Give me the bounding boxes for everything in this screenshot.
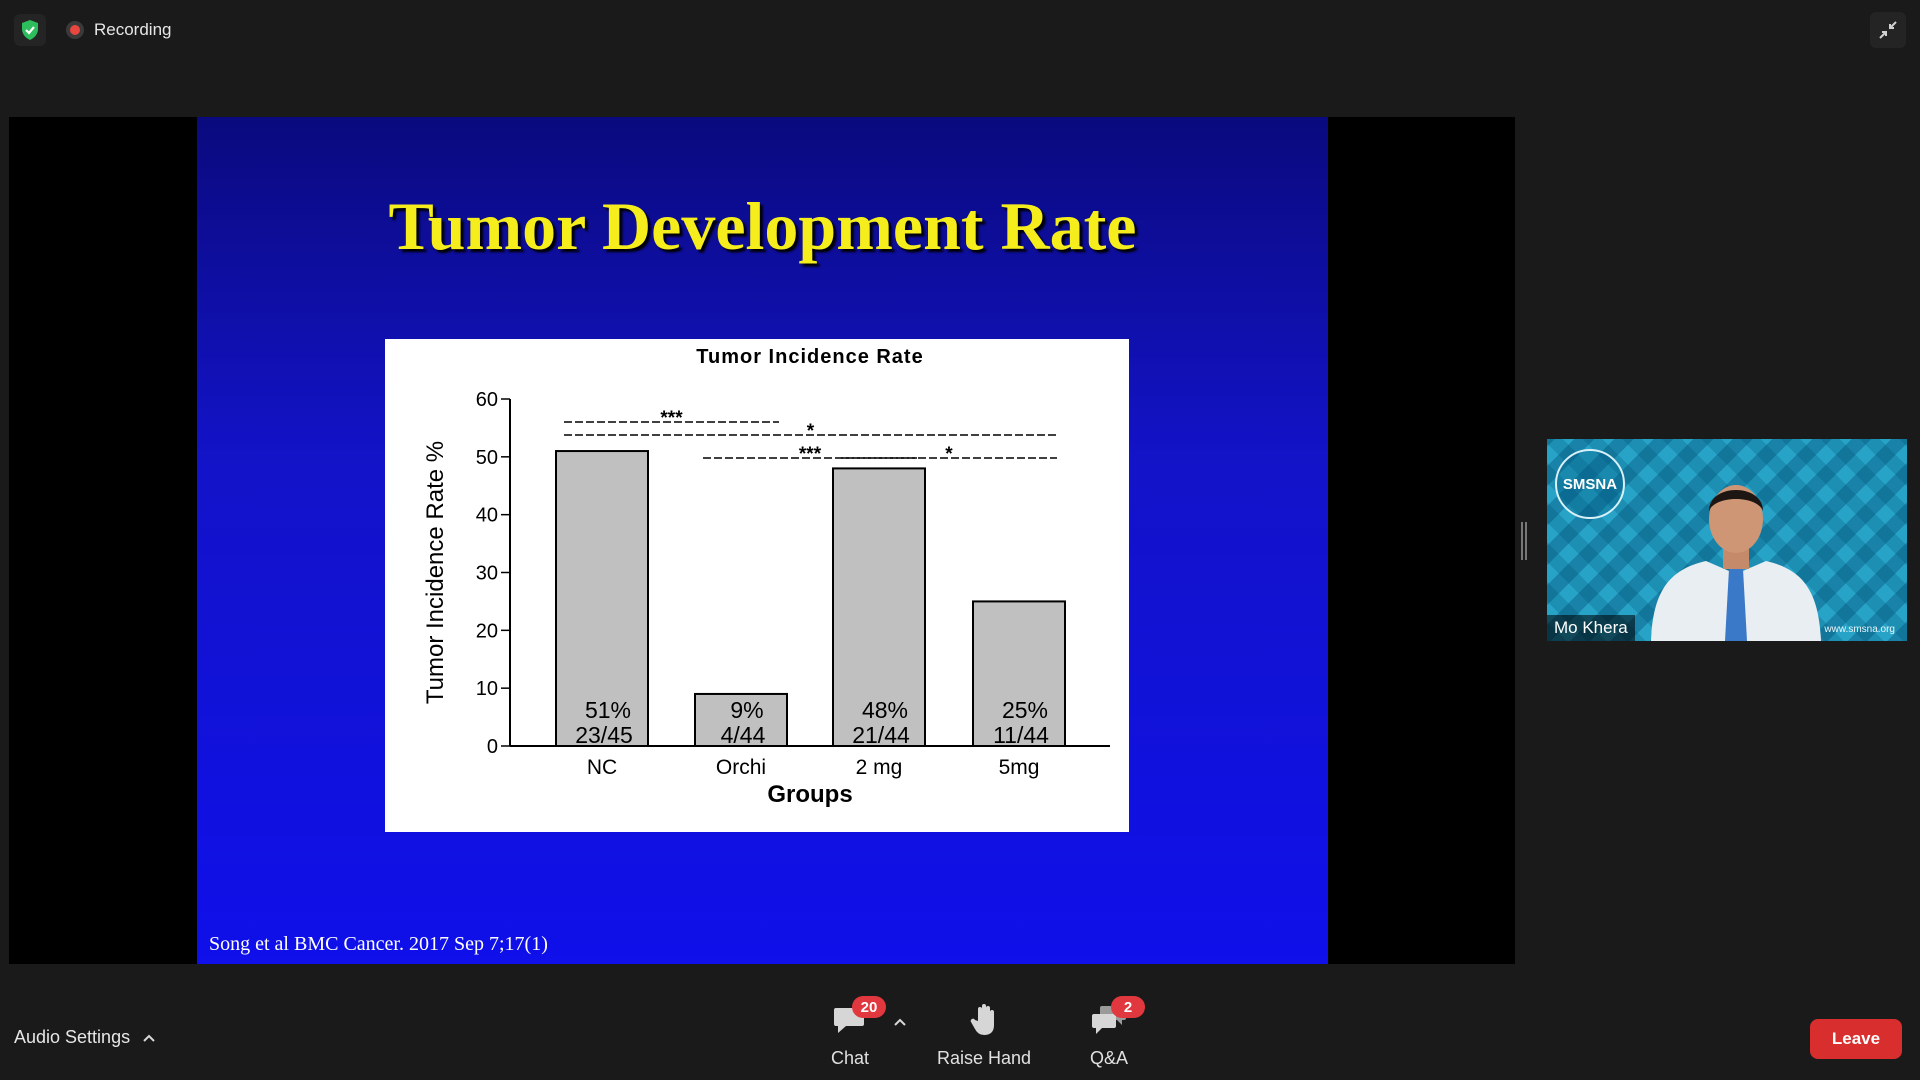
record-icon (66, 21, 84, 39)
bar-nc (555, 450, 649, 748)
speaker-figure (1651, 485, 1821, 641)
shield-check-icon (22, 20, 38, 40)
y-axis-label: Tumor Incidence Rate % (422, 441, 449, 704)
bar-ratio-label: 23/45 (575, 722, 633, 748)
y-tick-label: 60 (476, 389, 498, 411)
x-axis-label: Groups (767, 781, 852, 808)
bar-percent-label: 48% (862, 697, 908, 723)
exit-fullscreen-icon (1879, 21, 1897, 39)
bar-ratio-label: 11/44 (993, 722, 1049, 748)
y-tick-label: 10 (476, 678, 498, 700)
x-tick-label: NC (587, 756, 617, 779)
raise-hand-button[interactable]: Raise Hand (937, 1002, 1031, 1069)
chart-panel: Tumor Incidence Rate 0 10 20 30 40 50 60 Tumor I… (385, 339, 1129, 832)
significance-label: * (945, 444, 953, 465)
audio-settings-label: Audio Settings (14, 1027, 131, 1047)
chat-badge: 20 (852, 996, 886, 1018)
chat-label: Chat (830, 1048, 870, 1068)
qa-button[interactable]: 2 Q&A (1089, 996, 1145, 1069)
x-tick-label: 5mg (999, 756, 1040, 779)
smsna-logo: SMSNA (1555, 449, 1625, 519)
leave-button[interactable]: Leave (1810, 1019, 1902, 1059)
participant-name: Mo Khera (1547, 615, 1635, 641)
significance-label: *** (660, 408, 683, 429)
slide-title: Tumor Development Rate (388, 188, 1137, 264)
significance-label: *** (799, 444, 822, 465)
participant-video-tile[interactable]: SMSNA www.smsna.org Mo Khera (1547, 439, 1907, 641)
chat-options-chevron-icon[interactable] (893, 1017, 907, 1027)
audio-settings-button[interactable]: Audio Settings (14, 1027, 156, 1048)
split-resize-handle[interactable] (1521, 522, 1527, 560)
qa-badge: 2 (1111, 996, 1145, 1018)
bar-percent-label: 9% (730, 697, 763, 723)
slide-citation: Song et al BMC Cancer. 2017 Sep 7;17(1) (209, 933, 548, 955)
presentation-slide: Tumor Development Rate Tumor Incidence R… (197, 117, 1328, 964)
raise-hand-icon (970, 1004, 995, 1035)
recording-indicator[interactable]: Recording (66, 16, 172, 44)
x-tick-label: 2 mg (856, 756, 903, 779)
bar-percent-label: 25% (1002, 697, 1048, 723)
qa-label: Q&A (1089, 1048, 1128, 1068)
bar-orchi (694, 692, 788, 748)
bar-5mg (972, 600, 1066, 747)
chat-button[interactable]: 20 Chat (830, 996, 886, 1069)
security-shield-button[interactable] (14, 14, 46, 46)
y-tick-label: 20 (476, 620, 498, 642)
bar-ratio-label: 4/44 (721, 722, 766, 748)
significance-label: * (807, 421, 815, 442)
raise-hand-label: Raise Hand (937, 1048, 1032, 1068)
shared-screen: Tumor Development Rate Tumor Incidence R… (9, 117, 1515, 964)
x-tick-label: Orchi (716, 756, 766, 779)
bar-ratio-label: 21/44 (852, 722, 910, 748)
y-tick-label: 50 (476, 447, 498, 469)
exit-fullscreen-button[interactable] (1870, 12, 1906, 48)
bar-percent-label: 51% (585, 697, 631, 723)
recording-label: Recording (94, 20, 172, 39)
chevron-up-icon (143, 1034, 155, 1042)
bar-2-mg (832, 467, 926, 747)
y-tick-label: 30 (476, 563, 498, 585)
y-tick-label: 40 (476, 505, 498, 527)
website-watermark: www.smsna.org (1824, 624, 1895, 635)
y-tick-label: 0 (487, 736, 498, 758)
chart-title: Tumor Incidence Rate (696, 346, 923, 368)
tumor-incidence-chart: Tumor Incidence Rate 0 10 20 30 40 50 60 Tumor I… (422, 346, 1110, 808)
